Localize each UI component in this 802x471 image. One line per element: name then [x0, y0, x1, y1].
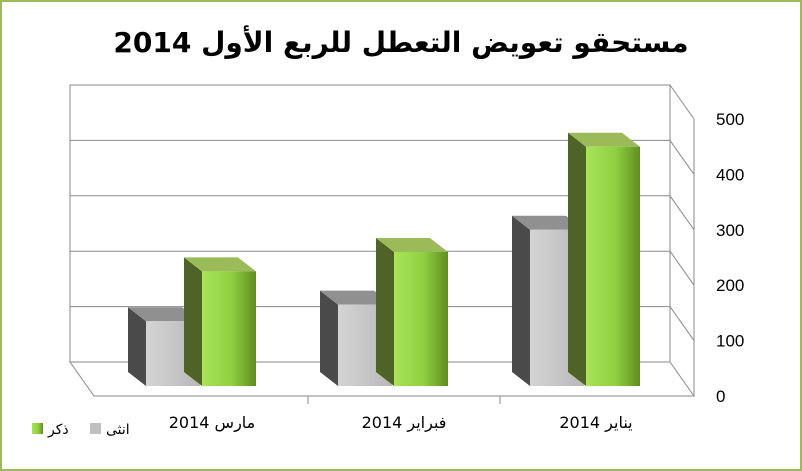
bar-top-male — [184, 257, 256, 272]
y-axis-ticks: 0 100 200 300 400 500 — [716, 110, 744, 406]
bar-male — [394, 251, 448, 386]
bar-side-female — [512, 215, 530, 386]
bar-male — [202, 271, 256, 386]
bar-side-female — [320, 290, 338, 386]
x-axis-categories: يناير 2014 فبراير 2014 مارس 2014 — [169, 413, 633, 433]
legend-label-female: انثى — [106, 422, 130, 438]
bars-layer — [128, 132, 640, 386]
category-label: فبراير 2014 — [362, 413, 447, 433]
gridline-depth — [669, 250, 695, 286]
bar-top-female — [512, 215, 584, 230]
bar-side-male — [376, 237, 394, 386]
bar-top-male — [568, 132, 640, 147]
legend: ذكر انثى — [32, 422, 130, 438]
side-wall-top — [669, 84, 695, 120]
y-tick-label: 0 — [716, 387, 725, 406]
y-tick-label: 500 — [716, 110, 744, 129]
bar-top-male — [376, 237, 448, 252]
gridline-depth — [669, 140, 695, 175]
chart-title: مستحقو تعويض التعطل للربع الأول 2014 — [113, 25, 688, 59]
y-tick-label: 200 — [716, 276, 744, 295]
category-label: يناير 2014 — [559, 413, 632, 433]
bar-male — [586, 146, 640, 386]
legend-swatch-female — [90, 423, 101, 434]
bar-top-female — [320, 290, 392, 305]
bar-top-female — [128, 307, 200, 322]
bar-side-female — [128, 307, 146, 386]
y-tick-label: 400 — [716, 165, 744, 184]
bar-side-male — [184, 257, 202, 386]
category-label: مارس 2014 — [169, 413, 256, 433]
y-tick-label: 100 — [716, 332, 744, 351]
gridline-depth — [669, 306, 695, 341]
legend-label-male: ذكر — [47, 422, 69, 438]
bar-side-male — [568, 132, 586, 386]
y-tick-label: 300 — [716, 221, 744, 240]
gridline-depth — [669, 195, 695, 231]
legend-swatch-male — [32, 423, 43, 434]
